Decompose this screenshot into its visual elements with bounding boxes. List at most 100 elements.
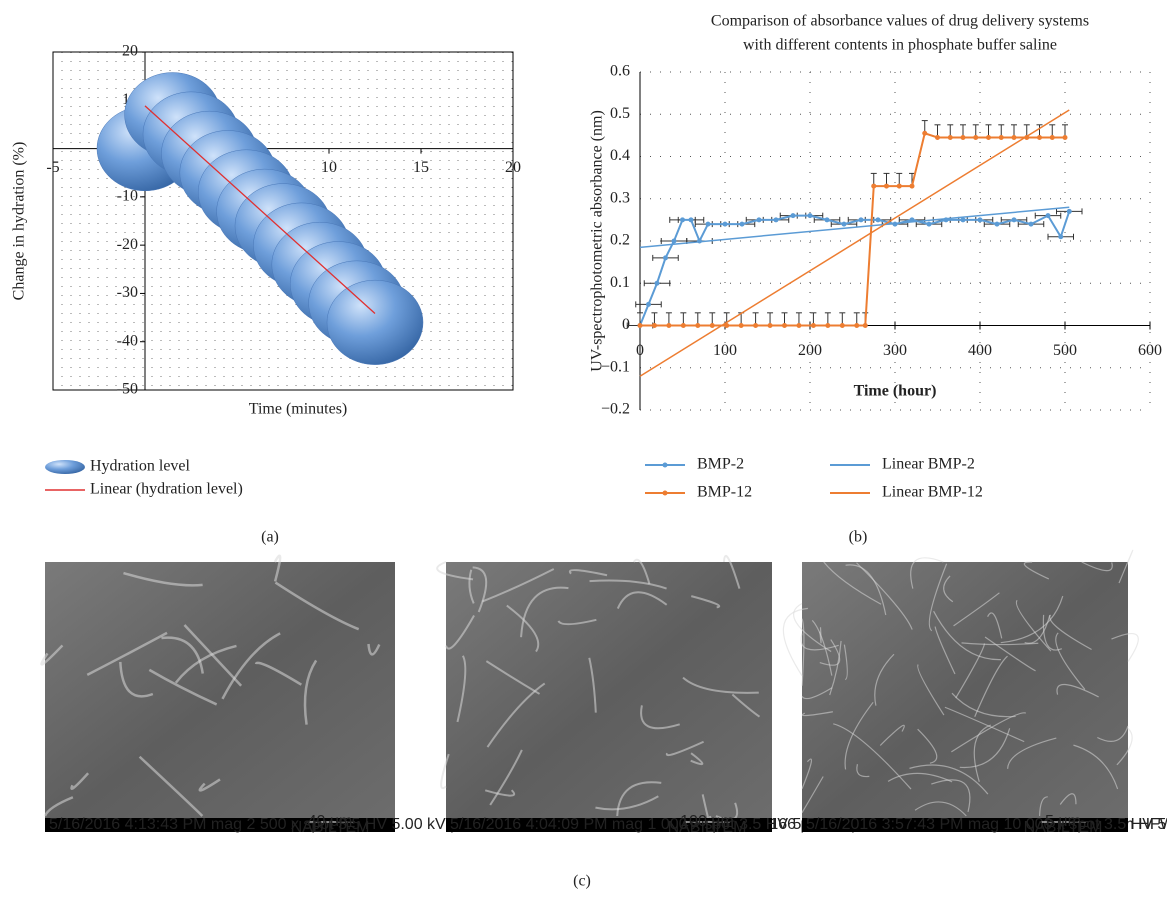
- sem-ridge: [917, 664, 945, 716]
- marker: [663, 255, 668, 261]
- sem-ridge: [856, 764, 870, 778]
- marker: [646, 301, 651, 307]
- sem-ridge: [520, 586, 569, 638]
- sem-ridge: [221, 632, 281, 700]
- sem-lab: NABILTEM: [1024, 819, 1103, 836]
- sem-ridge: [943, 575, 954, 603]
- sem-ridge: [843, 644, 848, 681]
- sem-ridge: [801, 758, 813, 790]
- sem-ridge: [489, 749, 523, 806]
- sem-ridge: [1000, 595, 1064, 644]
- marker: [1049, 134, 1055, 140]
- plot-border: [52, 51, 514, 391]
- marker: [841, 221, 847, 227]
- marker: [998, 134, 1004, 140]
- sem-ridge: [823, 561, 882, 605]
- y-tick-label: −0.1: [601, 358, 630, 375]
- legend-label: Linear (hydration level): [90, 481, 243, 498]
- sem-ridge: [819, 639, 841, 666]
- marker: [858, 217, 864, 223]
- marker: [1011, 217, 1017, 223]
- sem-ridge: [801, 776, 824, 813]
- sem-ridge: [468, 569, 475, 604]
- sem-ridge: [589, 579, 667, 590]
- series-line: [640, 131, 1065, 327]
- marker: [922, 130, 928, 136]
- sem-ridge: [640, 705, 681, 730]
- sem-ridge: [1015, 599, 1052, 652]
- sem-ridge: [917, 728, 938, 764]
- sem-ridge: [86, 631, 168, 676]
- sem-ridge: [273, 554, 282, 582]
- sem-ridge: [973, 724, 992, 782]
- x-tick-label: 600: [1138, 342, 1162, 359]
- sem-ridge: [557, 618, 597, 626]
- marker: [722, 221, 728, 227]
- sem-ridge: [801, 618, 805, 686]
- marker: [884, 183, 889, 189]
- sem-bg: [802, 562, 1128, 832]
- sem-ridge: [934, 626, 956, 675]
- marker: [756, 217, 762, 223]
- marker: [767, 323, 773, 328]
- panel-label: (a): [261, 529, 279, 546]
- sem-ridge: [1111, 633, 1139, 662]
- sem-ridge: [829, 640, 842, 696]
- y-tick-label: 0.4: [610, 147, 630, 164]
- sem-ridge: [1097, 725, 1129, 742]
- marker: [960, 134, 966, 140]
- sem-ridge: [40, 644, 64, 666]
- sem-ridge: [811, 619, 833, 676]
- sem-ridge: [928, 563, 948, 632]
- sem-ridge: [844, 701, 874, 770]
- legend-marker: [662, 490, 668, 496]
- x-tick-label: 100: [713, 342, 737, 359]
- y-axis-title: Change in hydration (%): [11, 142, 28, 301]
- sem-ridge: [887, 772, 953, 783]
- marker: [839, 323, 845, 328]
- trendline: [144, 105, 376, 315]
- sem-ridge: [914, 801, 967, 817]
- legend-label: Hydration level: [90, 458, 191, 475]
- sem-ridge: [801, 687, 833, 700]
- sem-ridge: [951, 712, 1027, 753]
- x-axis-title: Time (minutes): [249, 401, 348, 418]
- sem-ridge: [856, 562, 913, 630]
- sem-ridge: [174, 644, 237, 684]
- sem-ridge: [445, 614, 475, 650]
- marker: [1066, 208, 1072, 214]
- sem-ridge: [845, 564, 887, 616]
- sem-ridge: [793, 602, 832, 653]
- marker: [824, 217, 830, 223]
- marker: [680, 217, 685, 223]
- sem-ridge: [1023, 561, 1050, 580]
- y-tick-label: 0.6: [610, 63, 630, 80]
- sem-ridge: [472, 566, 488, 613]
- sem-image: 5/16/2016 3:57:43 PM mag 10 000 x spot 3…: [782, 549, 1167, 836]
- x-tick-label: 400: [968, 342, 992, 359]
- sem-ridge: [953, 592, 1000, 627]
- sem-ridge: [632, 558, 651, 585]
- sem-ridge: [588, 657, 597, 713]
- sem-ridge: [274, 581, 360, 631]
- marker: [1058, 234, 1064, 240]
- sem-ridge: [909, 764, 989, 795]
- sem-ridge: [595, 795, 659, 811]
- sem-ridge: [254, 661, 302, 686]
- panel-label: (c): [573, 873, 591, 890]
- x-tick-label: 500: [1053, 342, 1077, 359]
- sem-ridge: [616, 591, 668, 609]
- panel-label: (b): [849, 529, 868, 546]
- trend-line: [639, 109, 1070, 377]
- sem-ridge: [440, 753, 450, 789]
- y-tick-label: -10: [117, 188, 138, 205]
- sem-ridge: [933, 610, 1001, 661]
- legend-label: BMP-12: [697, 484, 752, 501]
- sem-ridge: [874, 653, 895, 706]
- y-tick-label: 0.3: [610, 189, 630, 206]
- y-tick-label: 20: [122, 43, 138, 60]
- sem-ridge: [955, 643, 986, 699]
- sem-ridge: [303, 659, 318, 725]
- marker: [1045, 213, 1051, 219]
- legend-label: BMP-2: [697, 456, 744, 473]
